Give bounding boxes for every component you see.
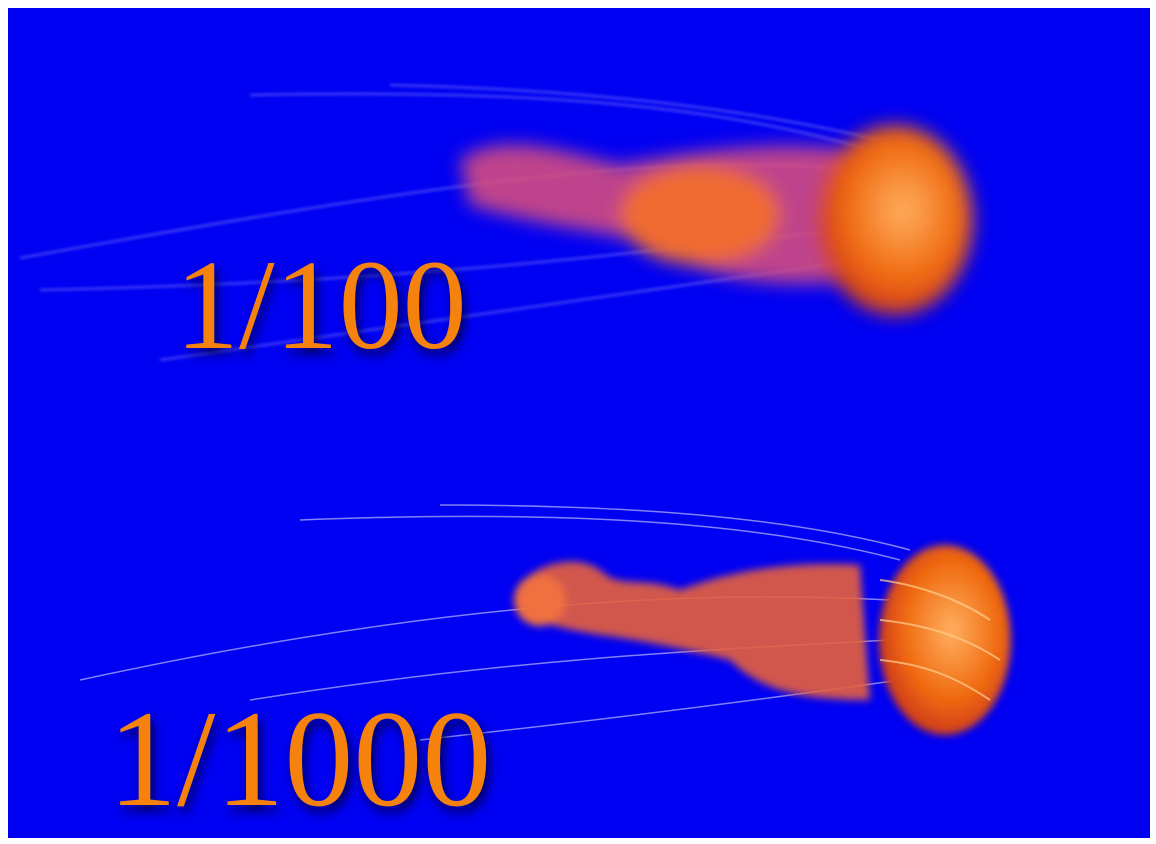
shutter-label-bottom: 1/1000 — [108, 682, 491, 835]
shutter-label-top: 1/100 — [175, 234, 467, 376]
page: 1/100 1/1000 (() => { const data = JSON.… — [0, 0, 1156, 844]
photo: 1/100 1/1000 — [0, 0, 1156, 844]
